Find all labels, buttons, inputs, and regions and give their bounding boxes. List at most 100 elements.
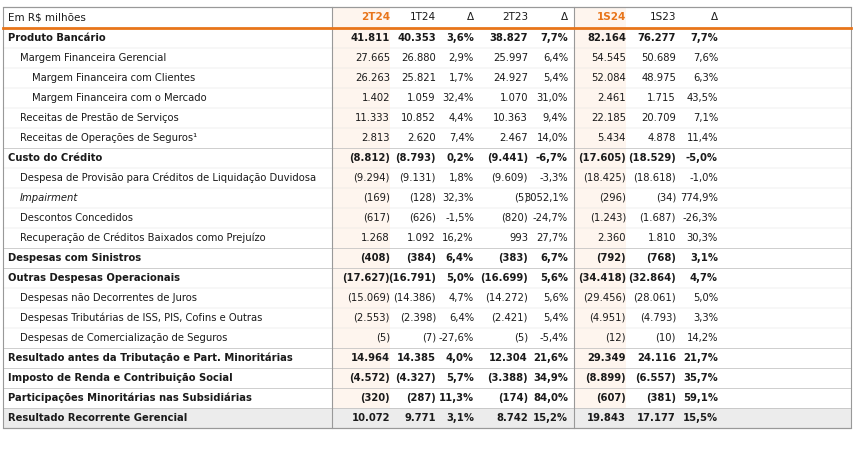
Bar [3, 408, 850, 428]
Text: -5,0%: -5,0% [685, 153, 717, 163]
Text: 17.177: 17.177 [636, 413, 676, 423]
Text: (5): (5) [514, 333, 527, 343]
Text: 2T24: 2T24 [361, 12, 390, 23]
Text: 11,4%: 11,4% [686, 133, 717, 143]
Text: (8.812): (8.812) [349, 153, 390, 163]
Text: 7,4%: 7,4% [449, 133, 473, 143]
Text: 21,7%: 21,7% [682, 353, 717, 363]
Text: 30,3%: 30,3% [686, 233, 717, 243]
Text: Receitas de Prestão de Serviços: Receitas de Prestão de Serviços [20, 113, 178, 123]
Text: 34,9%: 34,9% [532, 373, 567, 383]
Text: 1S24: 1S24 [596, 12, 625, 23]
Text: 10.363: 10.363 [493, 113, 527, 123]
Text: (128): (128) [409, 193, 436, 203]
Text: (174): (174) [497, 393, 527, 403]
Text: Despesas de Comercialização de Seguros: Despesas de Comercialização de Seguros [20, 333, 227, 343]
Text: Receitas de Operações de Seguros¹: Receitas de Operações de Seguros¹ [20, 133, 197, 143]
Text: Margem Financeira com Clientes: Margem Financeira com Clientes [32, 73, 195, 83]
Text: (16.791): (16.791) [387, 273, 436, 283]
Text: (384): (384) [405, 253, 436, 263]
Text: Despesas não Decorrentes de Juros: Despesas não Decorrentes de Juros [20, 293, 197, 303]
Text: 2T23: 2T23 [502, 12, 527, 23]
Text: -27,6%: -27,6% [438, 333, 473, 343]
Text: -5,4%: -5,4% [538, 333, 567, 343]
Bar [332, 7, 390, 428]
Text: (14.386): (14.386) [393, 293, 436, 303]
Text: (16.699): (16.699) [479, 273, 527, 283]
Text: (34): (34) [655, 193, 676, 203]
Text: 76.277: 76.277 [637, 33, 676, 43]
Text: 3,6%: 3,6% [445, 33, 473, 43]
Text: 35,7%: 35,7% [682, 373, 717, 383]
Text: 41.811: 41.811 [351, 33, 390, 43]
Text: 27,7%: 27,7% [536, 233, 567, 243]
Text: Despesas Tributárias de ISS, PIS, Cofins e Outras: Despesas Tributárias de ISS, PIS, Cofins… [20, 313, 262, 323]
Text: (17.627): (17.627) [342, 273, 390, 283]
Text: 5,6%: 5,6% [543, 293, 567, 303]
Text: 14,2%: 14,2% [686, 333, 717, 343]
Text: 26.880: 26.880 [401, 53, 436, 63]
Text: Δ: Δ [560, 12, 567, 23]
Text: 6,4%: 6,4% [449, 313, 473, 323]
Text: 3,3%: 3,3% [692, 313, 717, 323]
Text: 40.353: 40.353 [397, 33, 436, 43]
Text: Imposto de Renda e Contribuição Social: Imposto de Renda e Contribuição Social [8, 373, 232, 383]
Text: 8.742: 8.742 [496, 413, 527, 423]
Text: 15,2%: 15,2% [532, 413, 567, 423]
Text: 2,9%: 2,9% [448, 53, 473, 63]
Text: (29.456): (29.456) [583, 293, 625, 303]
Text: 2.360: 2.360 [597, 233, 625, 243]
Text: 82.164: 82.164 [586, 33, 625, 43]
Text: 1.059: 1.059 [407, 93, 436, 103]
Text: Impairment: Impairment [20, 193, 78, 203]
Text: -24,7%: -24,7% [532, 213, 567, 223]
Text: 2.461: 2.461 [597, 93, 625, 103]
Text: (10): (10) [655, 333, 676, 343]
Text: 27.665: 27.665 [355, 53, 390, 63]
Text: 12.304: 12.304 [489, 353, 527, 363]
Text: 22.185: 22.185 [590, 113, 625, 123]
Text: 1T24: 1T24 [409, 12, 436, 23]
Text: 14.964: 14.964 [351, 353, 390, 363]
Text: (18.618): (18.618) [633, 173, 676, 183]
Text: 1.092: 1.092 [407, 233, 436, 243]
Text: (626): (626) [409, 213, 436, 223]
Bar [573, 7, 625, 428]
Text: 1,8%: 1,8% [449, 173, 473, 183]
Text: 14.385: 14.385 [397, 353, 436, 363]
Text: 1.715: 1.715 [647, 93, 676, 103]
Text: Despesa de Provisão para Créditos de Liquidação Duvidosa: Despesa de Provisão para Créditos de Liq… [20, 173, 316, 183]
Text: 54.545: 54.545 [590, 53, 625, 63]
Text: 20.709: 20.709 [641, 113, 676, 123]
Text: -6,7%: -6,7% [536, 153, 567, 163]
Text: 26.263: 26.263 [355, 73, 390, 83]
Text: 0,2%: 0,2% [446, 153, 473, 163]
Text: 32,4%: 32,4% [442, 93, 473, 103]
Text: 5,7%: 5,7% [445, 373, 473, 383]
Text: Δ: Δ [710, 12, 717, 23]
Text: (9.441): (9.441) [486, 153, 527, 163]
Text: (9.131): (9.131) [399, 173, 436, 183]
Text: (4.951): (4.951) [589, 313, 625, 323]
Text: (1.687): (1.687) [639, 213, 676, 223]
Text: 25.821: 25.821 [401, 73, 436, 83]
Text: 3052,1%: 3052,1% [523, 193, 567, 203]
Text: (2.421): (2.421) [491, 313, 527, 323]
Text: 3,1%: 3,1% [689, 253, 717, 263]
Text: 1.810: 1.810 [647, 233, 676, 243]
Text: Resultado antes da Tributação e Part. Minoritárias: Resultado antes da Tributação e Part. Mi… [8, 353, 293, 363]
Text: 1.268: 1.268 [361, 233, 390, 243]
Text: (14.272): (14.272) [485, 293, 527, 303]
Text: 15,5%: 15,5% [682, 413, 717, 423]
Text: (381): (381) [645, 393, 676, 403]
Text: 6,7%: 6,7% [539, 253, 567, 263]
Text: Recuperação de Créditos Baixados como Prejuízo: Recuperação de Créditos Baixados como Pr… [20, 233, 265, 243]
Text: 10.852: 10.852 [401, 113, 436, 123]
Text: -1,0%: -1,0% [688, 173, 717, 183]
Text: (8.793): (8.793) [395, 153, 436, 163]
Text: 4,7%: 4,7% [449, 293, 473, 303]
Text: 6,4%: 6,4% [543, 53, 567, 63]
Text: (4.327): (4.327) [395, 373, 436, 383]
Text: (820): (820) [501, 213, 527, 223]
Text: 7,6%: 7,6% [692, 53, 717, 63]
